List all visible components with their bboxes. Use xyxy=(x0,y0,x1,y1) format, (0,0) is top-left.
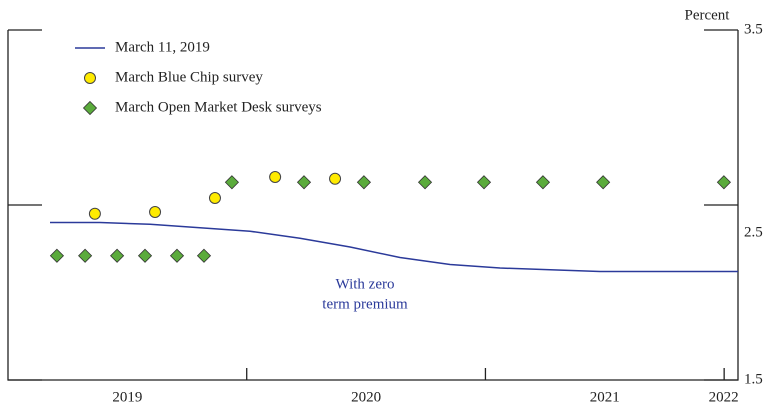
legend-label: March Open Market Desk surveys xyxy=(115,99,322,115)
point xyxy=(296,175,312,190)
point xyxy=(329,172,342,185)
point xyxy=(208,192,221,204)
legend-label: March Blue Chip survey xyxy=(115,69,263,85)
annotation: term premium xyxy=(322,296,408,312)
point xyxy=(269,171,282,183)
y-tick-label: 1.5 xyxy=(744,371,763,387)
legend-swatch xyxy=(82,100,98,116)
point xyxy=(110,248,125,263)
y-axis-label: Percent xyxy=(685,7,731,23)
point xyxy=(149,206,162,218)
point xyxy=(88,207,101,220)
point xyxy=(417,175,433,190)
legend-label: March 11, 2019 xyxy=(115,39,210,55)
annotation: With zero xyxy=(336,276,395,292)
y-tick-label: 2.5 xyxy=(744,224,763,240)
line xyxy=(50,221,738,273)
point xyxy=(169,248,185,263)
point xyxy=(196,248,212,263)
point xyxy=(716,175,731,190)
point xyxy=(78,248,93,263)
x-tick-label: 2020 xyxy=(351,389,381,405)
point xyxy=(535,175,551,190)
x-tick-label: 2022 xyxy=(709,389,739,405)
point xyxy=(137,248,153,263)
point xyxy=(596,175,611,190)
point xyxy=(49,248,65,263)
legend-swatch xyxy=(84,72,96,84)
point xyxy=(356,175,371,190)
y-tick-label: 3.5 xyxy=(744,21,763,37)
x-tick-label: 2021 xyxy=(590,389,620,405)
x-tick-label: 2019 xyxy=(112,389,142,405)
point xyxy=(476,175,492,190)
point xyxy=(224,175,239,190)
